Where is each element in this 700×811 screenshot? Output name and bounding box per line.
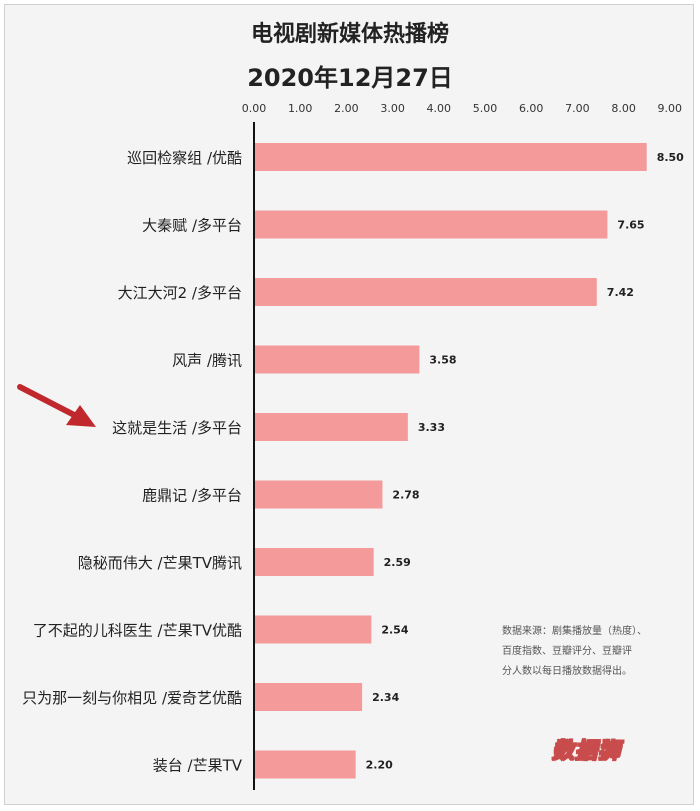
value-label: 2.20 (366, 759, 393, 772)
value-label: 3.58 (429, 354, 456, 367)
bar (255, 683, 363, 711)
category-label: 只为那一刻与你相见 /爱奇艺优酷 (22, 689, 242, 707)
highlight-arrow-shaft (17, 384, 85, 422)
x-tick-label: 0.00 (242, 102, 267, 115)
category-label: 装台 /芒果TV (153, 757, 243, 775)
category-label: 隐秘而伟大 /芒果TV腾讯 (78, 554, 242, 572)
x-tick-label: 8.00 (611, 102, 636, 115)
category-label: 鹿鼎记 /多平台 (142, 487, 242, 505)
x-tick-label: 3.00 (380, 102, 405, 115)
source-line: 分人数以每日播放数据得出。 (502, 666, 632, 677)
bar (255, 143, 647, 171)
category-label: 大江大河2 /多平台 (118, 284, 242, 302)
bar (255, 750, 356, 779)
chart-frame (4, 4, 694, 805)
category-label: 这就是生活 /多平台 (112, 419, 242, 437)
bar (255, 413, 408, 441)
x-tick-label: 6.00 (519, 102, 544, 115)
value-label: 2.54 (381, 624, 408, 637)
x-tick-label: 5.00 (473, 102, 498, 115)
x-tick-label: 4.00 (427, 102, 452, 115)
bar (255, 278, 597, 306)
bar (255, 548, 374, 576)
category-label: 了不起的儿科医生 /芒果TV优酷 (33, 622, 242, 640)
x-tick-label: 9.00 (658, 102, 683, 115)
category-label: 风声 /腾讯 (172, 352, 242, 370)
x-tick-label: 7.00 (565, 102, 590, 115)
bar (255, 210, 608, 239)
value-label: 7.65 (617, 219, 644, 232)
chart-title: 电视剧新媒体热播榜 (250, 22, 449, 47)
bar (255, 345, 420, 374)
category-label: 大秦赋 /多平台 (142, 217, 242, 235)
data-source-note: 数据来源：剧集播放量（热度）、 百度指数、豆瓣评分、豆瓣评 分人数以每日播放数据… (502, 622, 692, 682)
highlight-arrow-head (66, 405, 96, 427)
bar (255, 615, 372, 644)
source-line: 百度指数、豆瓣评分、豆瓣评 (502, 646, 632, 657)
value-label: 2.34 (372, 691, 399, 704)
value-label: 2.59 (384, 556, 411, 569)
x-tick-label: 1.00 (288, 102, 313, 115)
chart-subtitle: 2020年12月27日 (247, 64, 453, 92)
category-label: 巡回检察组 /优酷 (127, 149, 242, 167)
value-label: 8.50 (657, 151, 684, 164)
value-label: 2.78 (392, 489, 419, 502)
value-label: 7.42 (607, 286, 634, 299)
source-line: 数据来源：剧集播放量（热度）、 (502, 626, 647, 637)
value-label: 3.33 (418, 421, 445, 434)
watermark-logo: 数据狮 (551, 739, 622, 765)
x-tick-label: 2.00 (334, 102, 359, 115)
bar (255, 480, 383, 509)
